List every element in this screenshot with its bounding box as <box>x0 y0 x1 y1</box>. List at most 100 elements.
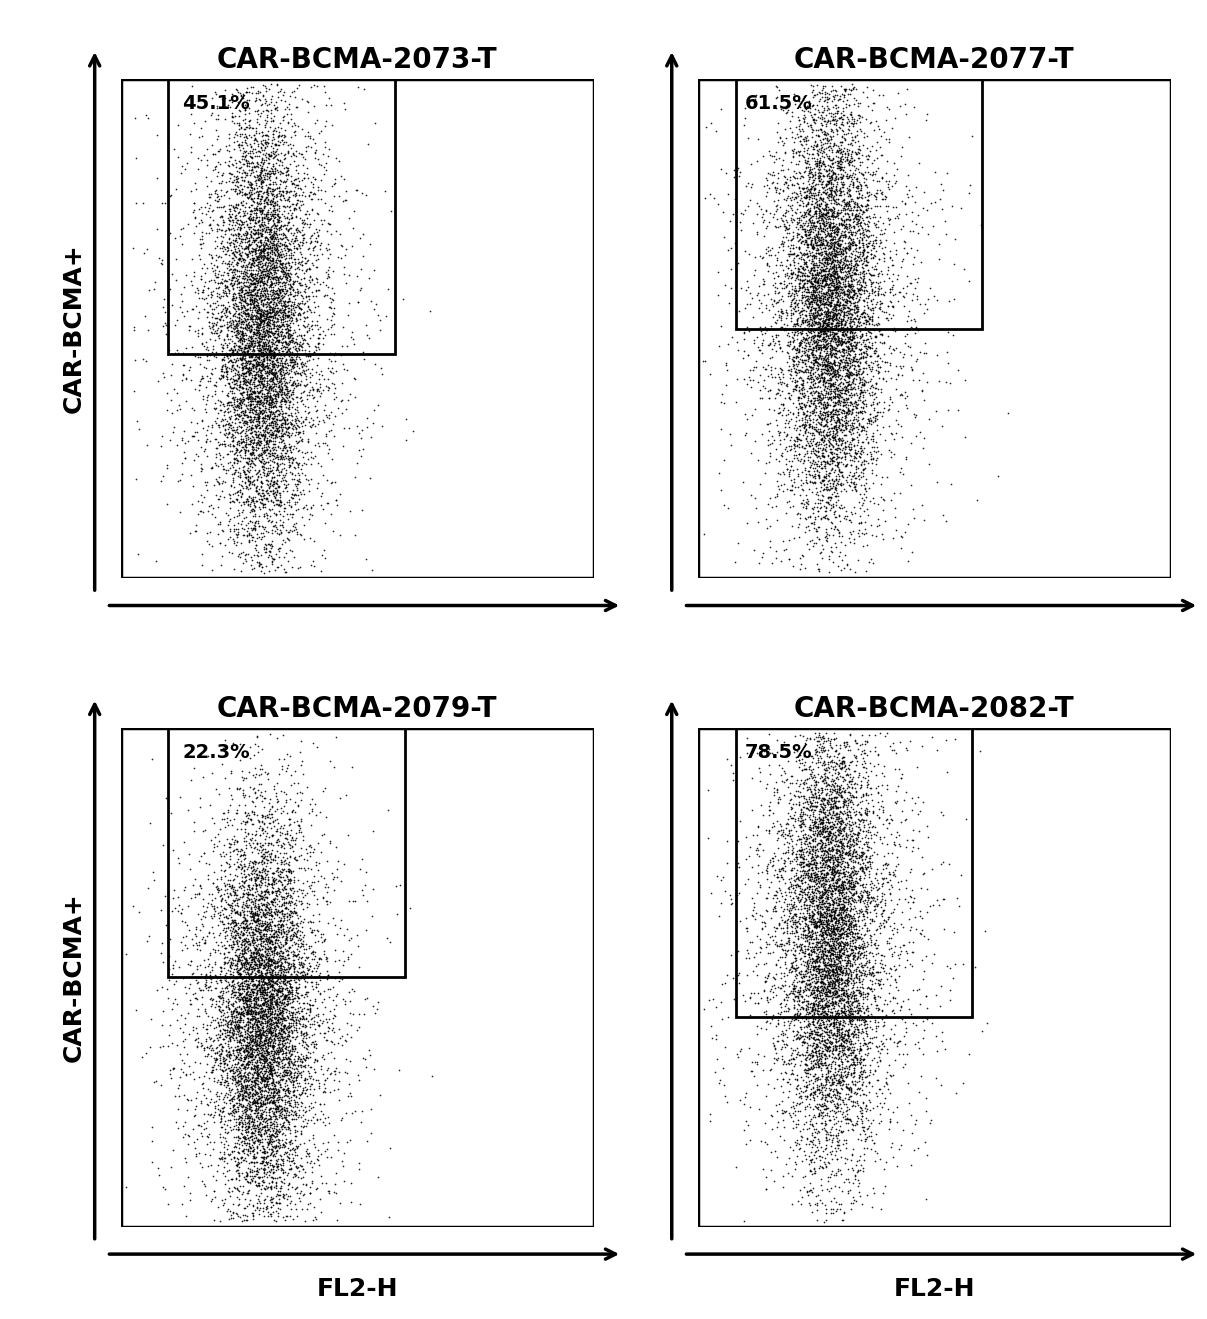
Point <box>293 479 313 500</box>
Point <box>791 315 810 336</box>
Point <box>233 346 252 367</box>
Point <box>832 194 851 215</box>
Point <box>249 1173 268 1194</box>
Point <box>815 914 834 935</box>
Point <box>795 318 815 339</box>
Point <box>810 353 829 375</box>
Point <box>834 793 853 814</box>
Point <box>799 944 818 966</box>
Point <box>811 886 830 907</box>
Point <box>864 408 884 429</box>
Point <box>228 922 247 943</box>
Point <box>246 820 266 842</box>
Point <box>806 753 826 774</box>
Point <box>223 342 243 363</box>
Point <box>228 1162 247 1183</box>
Point <box>220 1045 239 1066</box>
Point <box>287 1001 307 1022</box>
Point <box>810 1005 829 1026</box>
Point <box>829 330 849 351</box>
Point <box>237 1210 256 1231</box>
Point <box>821 797 840 818</box>
Point <box>284 991 303 1012</box>
Point <box>827 135 846 156</box>
Point <box>264 408 284 429</box>
Point <box>199 311 218 332</box>
Point <box>849 1093 868 1115</box>
Point <box>829 331 849 352</box>
Point <box>232 218 251 239</box>
Point <box>214 1162 233 1183</box>
Point <box>235 460 255 481</box>
Point <box>858 1119 877 1140</box>
Point <box>804 1116 823 1137</box>
Point <box>260 998 279 1020</box>
Point <box>812 273 832 294</box>
Point <box>258 1068 278 1089</box>
Point <box>795 752 815 773</box>
Point <box>247 955 267 976</box>
Point <box>812 984 832 1005</box>
Point <box>818 729 838 751</box>
Point <box>803 222 822 243</box>
Point <box>821 352 840 373</box>
Point <box>212 305 232 326</box>
Point <box>232 268 251 289</box>
Point <box>264 1028 284 1049</box>
Point <box>216 1111 235 1132</box>
Point <box>820 855 839 876</box>
Point <box>309 1016 328 1037</box>
Point <box>842 954 862 975</box>
Point <box>276 1039 296 1060</box>
Point <box>824 326 844 347</box>
Point <box>816 235 835 256</box>
Point <box>199 1079 218 1100</box>
Point <box>264 193 284 214</box>
Point <box>210 1001 229 1022</box>
Point <box>839 168 858 189</box>
Point <box>839 904 858 925</box>
Point <box>249 1012 268 1033</box>
Point <box>266 1064 285 1086</box>
Point <box>785 418 804 439</box>
Point <box>308 175 327 197</box>
Point <box>814 321 833 342</box>
Point <box>278 984 297 1005</box>
Point <box>175 355 194 376</box>
Point <box>250 1029 269 1050</box>
Point <box>822 1013 841 1034</box>
Point <box>240 394 260 415</box>
Point <box>281 350 301 371</box>
Point <box>851 280 870 301</box>
Point <box>255 266 274 288</box>
Point <box>266 1097 285 1119</box>
Point <box>246 376 266 397</box>
Point <box>255 1192 274 1213</box>
Point <box>830 946 850 967</box>
Point <box>216 302 235 323</box>
Point <box>850 869 869 890</box>
Point <box>249 364 268 385</box>
Point <box>205 1042 225 1063</box>
Point <box>823 260 842 281</box>
Point <box>811 830 830 851</box>
Point <box>262 997 281 1018</box>
Point <box>261 274 280 295</box>
Point <box>309 305 328 326</box>
Point <box>851 381 870 402</box>
Point <box>815 977 834 998</box>
Point <box>820 1109 839 1130</box>
Point <box>278 907 297 929</box>
Point <box>227 1169 246 1190</box>
Point <box>234 1078 253 1099</box>
Point <box>274 1057 293 1078</box>
Point <box>161 185 180 206</box>
Point <box>227 1000 246 1021</box>
Point <box>280 331 299 352</box>
Point <box>838 208 857 230</box>
Point <box>850 183 869 204</box>
Point <box>241 1046 261 1067</box>
Point <box>842 324 862 346</box>
Point <box>827 958 846 979</box>
Point <box>807 367 827 388</box>
